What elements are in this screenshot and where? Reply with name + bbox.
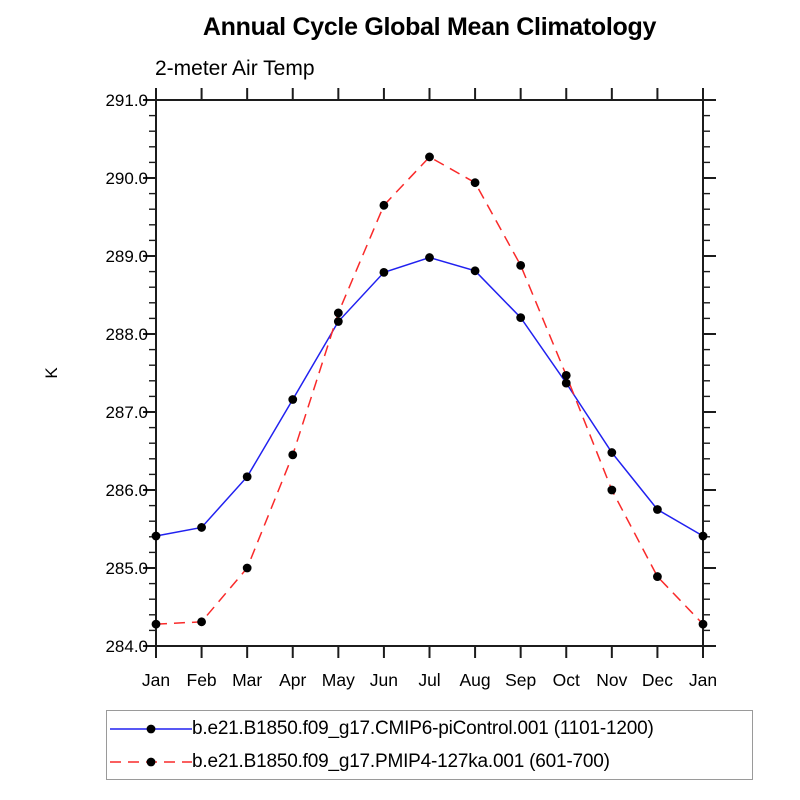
data-point-marker (607, 448, 617, 457)
legend-sample-marker (146, 724, 156, 733)
data-point-marker (470, 178, 480, 188)
x-tick-label: Mar (232, 670, 262, 690)
y-tick-label: 289.0 (105, 247, 148, 266)
y-tick-label: 287.0 (105, 403, 148, 422)
data-point-marker (425, 152, 434, 162)
data-point-marker (653, 572, 662, 581)
data-point-marker (379, 267, 389, 277)
data-point-marker (379, 200, 389, 210)
x-tick-label: Nov (596, 670, 627, 690)
x-tick-label: Jan (689, 670, 717, 690)
data-point-marker (197, 617, 206, 627)
y-tick-label: 291.0 (105, 91, 148, 110)
legend-line-sample-solid (110, 724, 192, 733)
x-tick-label: Jul (418, 670, 440, 690)
y-tick-label: 285.0 (105, 559, 148, 578)
x-tick-label: Sep (505, 670, 536, 690)
data-point-marker (151, 619, 161, 629)
data-point-marker (425, 253, 434, 262)
x-tick-label: Feb (187, 670, 217, 690)
legend-label: b.e21.B1850.f09_g17.PMIP4-127ka.001 (601… (192, 750, 610, 772)
x-tick-label: Apr (279, 670, 306, 690)
data-point-marker (561, 378, 571, 388)
legend-box: b.e21.B1850.f09_g17.CMIP6-piControl.001 … (106, 710, 753, 780)
data-point-marker (333, 308, 343, 318)
data-point-marker (151, 531, 161, 541)
x-axis-ticks: Jan Feb Mar Apr May Jun Jul Aug Sep Oct Nov Dec Jan (142, 88, 717, 690)
x-tick-label: May (322, 670, 355, 690)
data-point-marker (516, 313, 526, 323)
x-tick-label: Jan (142, 670, 170, 690)
data-point-marker (242, 563, 252, 573)
data-point-marker (333, 317, 343, 326)
x-tick-label: Jun (370, 670, 398, 690)
y-axis-ticks: 284.0 285.0 286.0 287.0 288.0 289.0 290.0 291.0 (105, 91, 716, 656)
series-line-dashed (155, 155, 704, 625)
chart-subtitle: 2-meter Air Temp (155, 57, 315, 80)
chart-title: Annual Cycle Global Mean Climatology (202, 13, 657, 41)
legend-line-sample-dashed (110, 757, 192, 766)
series-line-solid (155, 256, 704, 537)
data-point-marker (288, 450, 298, 460)
y-tick-label: 290.0 (105, 169, 148, 188)
data-point-marker (698, 619, 708, 629)
y-axis-title: K (42, 367, 61, 379)
x-tick-label: Aug (460, 670, 491, 690)
data-point-marker (288, 395, 298, 404)
legend-sample-marker (146, 757, 156, 766)
data-point-marker (197, 523, 206, 532)
plot-frame (155, 99, 704, 647)
x-tick-label: Dec (642, 670, 673, 690)
legend-label: b.e21.B1850.f09_g17.CMIP6-piControl.001 … (192, 717, 654, 739)
data-point-marker (516, 260, 526, 270)
y-tick-label: 284.0 (105, 637, 148, 656)
data-point-marker (470, 266, 480, 276)
data-point-marker (242, 472, 252, 482)
y-tick-label: 286.0 (105, 481, 148, 500)
legend-item: b.e21.B1850.f09_g17.CMIP6-piControl.001 … (110, 712, 752, 745)
legend-item: b.e21.B1850.f09_g17.PMIP4-127ka.001 (601… (110, 745, 752, 778)
y-tick-label: 288.0 (105, 325, 148, 344)
data-point-marker (698, 531, 708, 541)
data-point-marker (607, 485, 617, 495)
data-point-marker (561, 370, 571, 380)
data-point-marker (653, 505, 662, 514)
x-tick-label: Oct (553, 670, 580, 690)
